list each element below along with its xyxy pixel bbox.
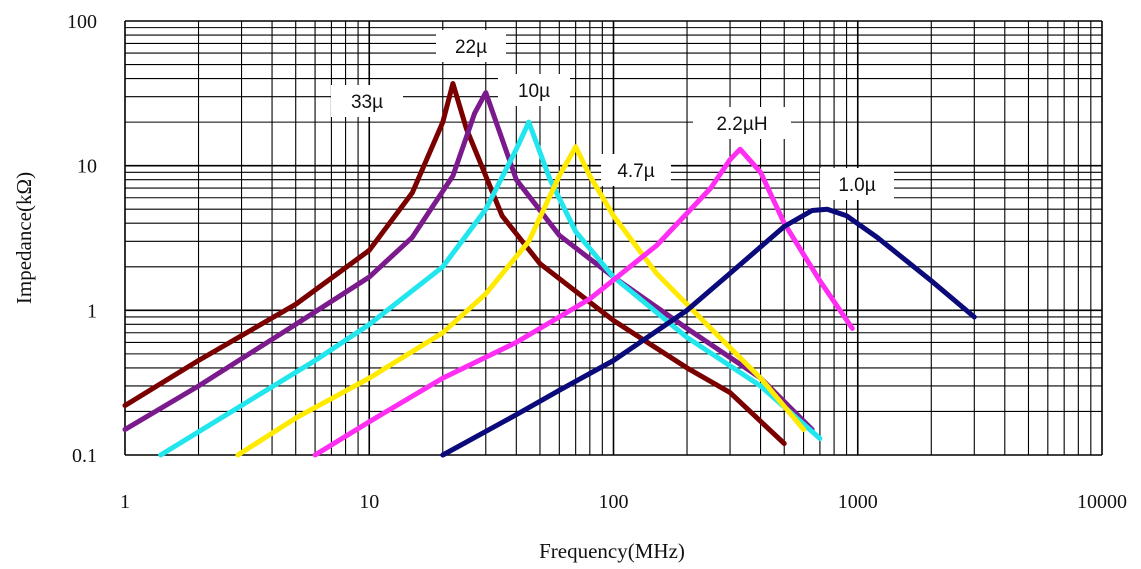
x-tick-label: 1 <box>120 491 130 513</box>
y-tick-label: 100 <box>67 11 97 33</box>
series-label-2.2µH: 2.2µH <box>716 114 767 135</box>
x-tick-label: 100 <box>599 491 629 513</box>
series-label-1.0µ: 1.0µ <box>838 175 875 196</box>
series-label-4.7µ: 4.7µ <box>617 161 654 182</box>
x-axis-label: Frequency(MHz) <box>539 539 685 563</box>
y-tick-label: 0.1 <box>72 445 97 467</box>
series-line-33µ <box>125 84 784 444</box>
series-line-4.7µ <box>238 147 804 455</box>
series-label-33µ: 33µ <box>351 92 383 113</box>
series-label-22µ: 22µ <box>455 37 487 58</box>
y-tick-label: 10 <box>77 156 97 178</box>
x-tick-label: 10 <box>359 491 379 513</box>
y-tick-label: 1 <box>87 300 97 322</box>
series-labels: 33µ 22µ 10µ 4.7µ 2.2µH 1.0µ <box>331 30 894 200</box>
y-axis-label: Impedance(kΩ) <box>12 172 36 304</box>
x-tick-label: 10000 <box>1077 491 1127 513</box>
series-label-10µ: 10µ <box>518 81 550 102</box>
x-tick-label: 1000 <box>838 491 878 513</box>
